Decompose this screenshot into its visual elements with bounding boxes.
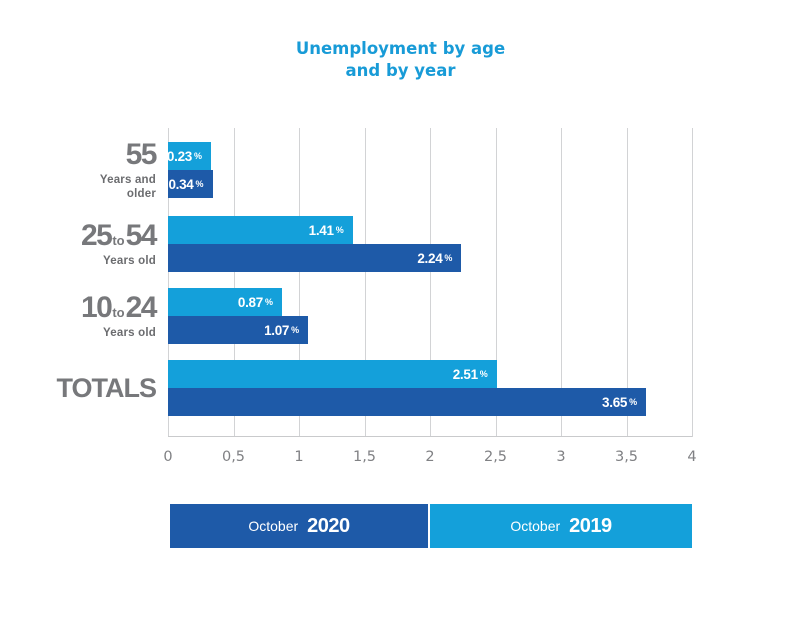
plot-area: 55 Years and older 0.23% 0.34% 25to54 Ye… xyxy=(57,128,693,437)
bar-group-25-to-54: 25to54 Years old 1.41% 2.24% xyxy=(81,216,692,272)
legend-item-october-2020: October 2020 xyxy=(170,504,428,548)
category-connector: to xyxy=(112,305,125,321)
category-number: 10 xyxy=(80,291,113,325)
bar-2019-10-to-24: 0.87% xyxy=(168,288,282,316)
percent-sign: % xyxy=(444,253,453,263)
legend-item-october-2019: October 2019 xyxy=(430,504,692,548)
percent-sign: % xyxy=(291,325,300,335)
bar-value-label: 1.41 xyxy=(308,222,334,238)
percent-sign: % xyxy=(479,369,488,379)
legend: October 2020 October 2019 xyxy=(170,504,692,548)
bar-value-label: 2.51 xyxy=(452,366,478,382)
category-subtext: Years old xyxy=(103,254,156,267)
gridline xyxy=(233,128,235,437)
x-tick-label: 3,5 xyxy=(614,449,639,465)
bar-group-10-to-24: 10to24 Years old 0.87% 1.07% xyxy=(81,288,692,344)
bar-group-totals: TOTALS 2.51% 3.65% xyxy=(57,360,692,416)
bar-value-label: 3.65 xyxy=(602,394,628,410)
bar-2020-totals: 3.65% xyxy=(168,388,647,416)
category-label-10-to-24: 10to24 Years old xyxy=(6,291,158,340)
gridline xyxy=(692,128,693,437)
bar-2020-25-to-54: 2.24% xyxy=(168,244,462,272)
category-subtext: Years old xyxy=(103,326,156,339)
category-number: 55 xyxy=(125,137,158,171)
category-number: 24 xyxy=(125,291,158,325)
category-number: 54 xyxy=(125,219,158,253)
bar-2019-totals: 2.51% xyxy=(168,360,497,388)
bar-value-label: 1.07 xyxy=(264,322,290,338)
legend-month-label: October xyxy=(510,518,561,534)
category-label-totals: TOTALS xyxy=(6,372,157,403)
x-tick-label: 4 xyxy=(687,449,697,465)
bar-value-label: 0.87 xyxy=(237,294,263,310)
percent-sign: % xyxy=(335,225,344,235)
x-tick-label: 3 xyxy=(556,449,566,465)
bar-value-label: 0.23 xyxy=(166,148,192,164)
percent-sign: % xyxy=(264,297,273,307)
chart-title-line2: and by year xyxy=(345,61,456,81)
bar-value-label: 0.34 xyxy=(168,176,194,192)
category-number: TOTALS xyxy=(56,372,157,403)
bar-groups: 55 Years and older 0.23% 0.34% 25to54 Ye… xyxy=(57,128,692,437)
category-label-25-to-54: 25to54 Years old xyxy=(6,219,158,268)
x-tick-label: 1,5 xyxy=(352,449,377,465)
x-tick-label: 0 xyxy=(163,449,173,465)
gridline xyxy=(168,128,169,437)
bar-group-55-and-older: 55 Years and older 0.23% 0.34% xyxy=(100,139,692,200)
legend-year-label: 2020 xyxy=(307,514,350,537)
bar-2019-25-to-54: 1.41% xyxy=(168,216,353,244)
x-tick-label: 1 xyxy=(294,449,304,465)
gridline xyxy=(626,128,628,437)
x-tick-label: 2,5 xyxy=(483,449,508,465)
gridline xyxy=(495,128,497,437)
legend-year-label: 2019 xyxy=(569,514,612,537)
gridline xyxy=(364,128,366,437)
bar-value-label: 2.24 xyxy=(417,250,443,266)
category-connector: to xyxy=(112,233,125,249)
legend-month-label: October xyxy=(248,518,299,534)
gridlines xyxy=(168,128,693,437)
bar-2019-55-and-older: 0.23% xyxy=(166,142,211,170)
bar-2020-10-to-24: 1.07% xyxy=(168,316,309,344)
chart-title: Unemployment by age and by year xyxy=(0,38,801,83)
chart-title-line1: Unemployment by age xyxy=(295,39,506,58)
category-subtext: Years and older xyxy=(99,173,156,200)
gridline xyxy=(430,128,431,437)
x-tick-label: 0,5 xyxy=(221,449,246,465)
x-axis-line xyxy=(168,436,692,437)
gridline xyxy=(561,128,562,437)
bar-2020-55-and-older: 0.34% xyxy=(168,170,213,198)
gridline xyxy=(299,128,300,437)
x-axis: 0 0,5 1 1,5 2 2,5 3 3,5 4 xyxy=(163,447,696,469)
category-number: 25 xyxy=(80,219,113,253)
category-label-55-and-older: 55 Years and older xyxy=(6,137,158,201)
percent-sign: % xyxy=(629,397,638,407)
x-tick-label: 2 xyxy=(425,449,435,465)
percent-sign: % xyxy=(195,179,204,189)
percent-sign: % xyxy=(193,151,202,161)
